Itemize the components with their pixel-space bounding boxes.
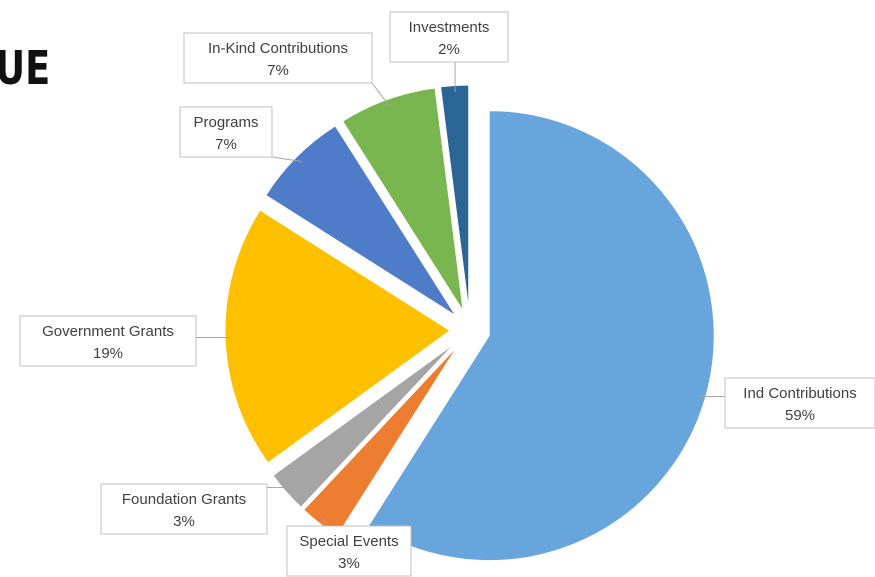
label-box xyxy=(724,377,875,429)
slice-value-label: 2% xyxy=(438,41,460,58)
slice-label: Investments xyxy=(409,19,490,36)
slice-label: Programs xyxy=(193,114,258,131)
slice-value-label: 7% xyxy=(267,62,289,79)
slice-value-label: 19% xyxy=(93,345,123,362)
chart-title: UE xyxy=(0,41,50,95)
leader-line xyxy=(271,156,302,163)
slice-label: Special Events xyxy=(299,533,398,550)
pie-slice xyxy=(272,342,456,508)
label-box xyxy=(179,106,273,158)
pie-slice xyxy=(224,209,451,464)
leader-line xyxy=(371,82,390,107)
slice-value-label: 59% xyxy=(785,407,815,424)
slice-value-label: 7% xyxy=(215,136,237,153)
pie-slice xyxy=(341,87,464,312)
pie-slice xyxy=(265,125,457,317)
slice-label: In-Kind Contributions xyxy=(208,40,348,57)
slice-label: Government Grants xyxy=(42,323,174,340)
pie-slice xyxy=(367,110,715,562)
slice-label: Foundation Grants xyxy=(122,491,246,508)
label-box xyxy=(183,32,373,84)
label-box xyxy=(389,11,509,63)
slice-value-label: 3% xyxy=(338,555,360,572)
slice-value-label: 3% xyxy=(173,513,195,530)
label-box xyxy=(19,315,197,367)
label-box xyxy=(100,483,268,535)
slice-label: Ind Contributions xyxy=(743,385,856,402)
label-box xyxy=(286,525,412,577)
